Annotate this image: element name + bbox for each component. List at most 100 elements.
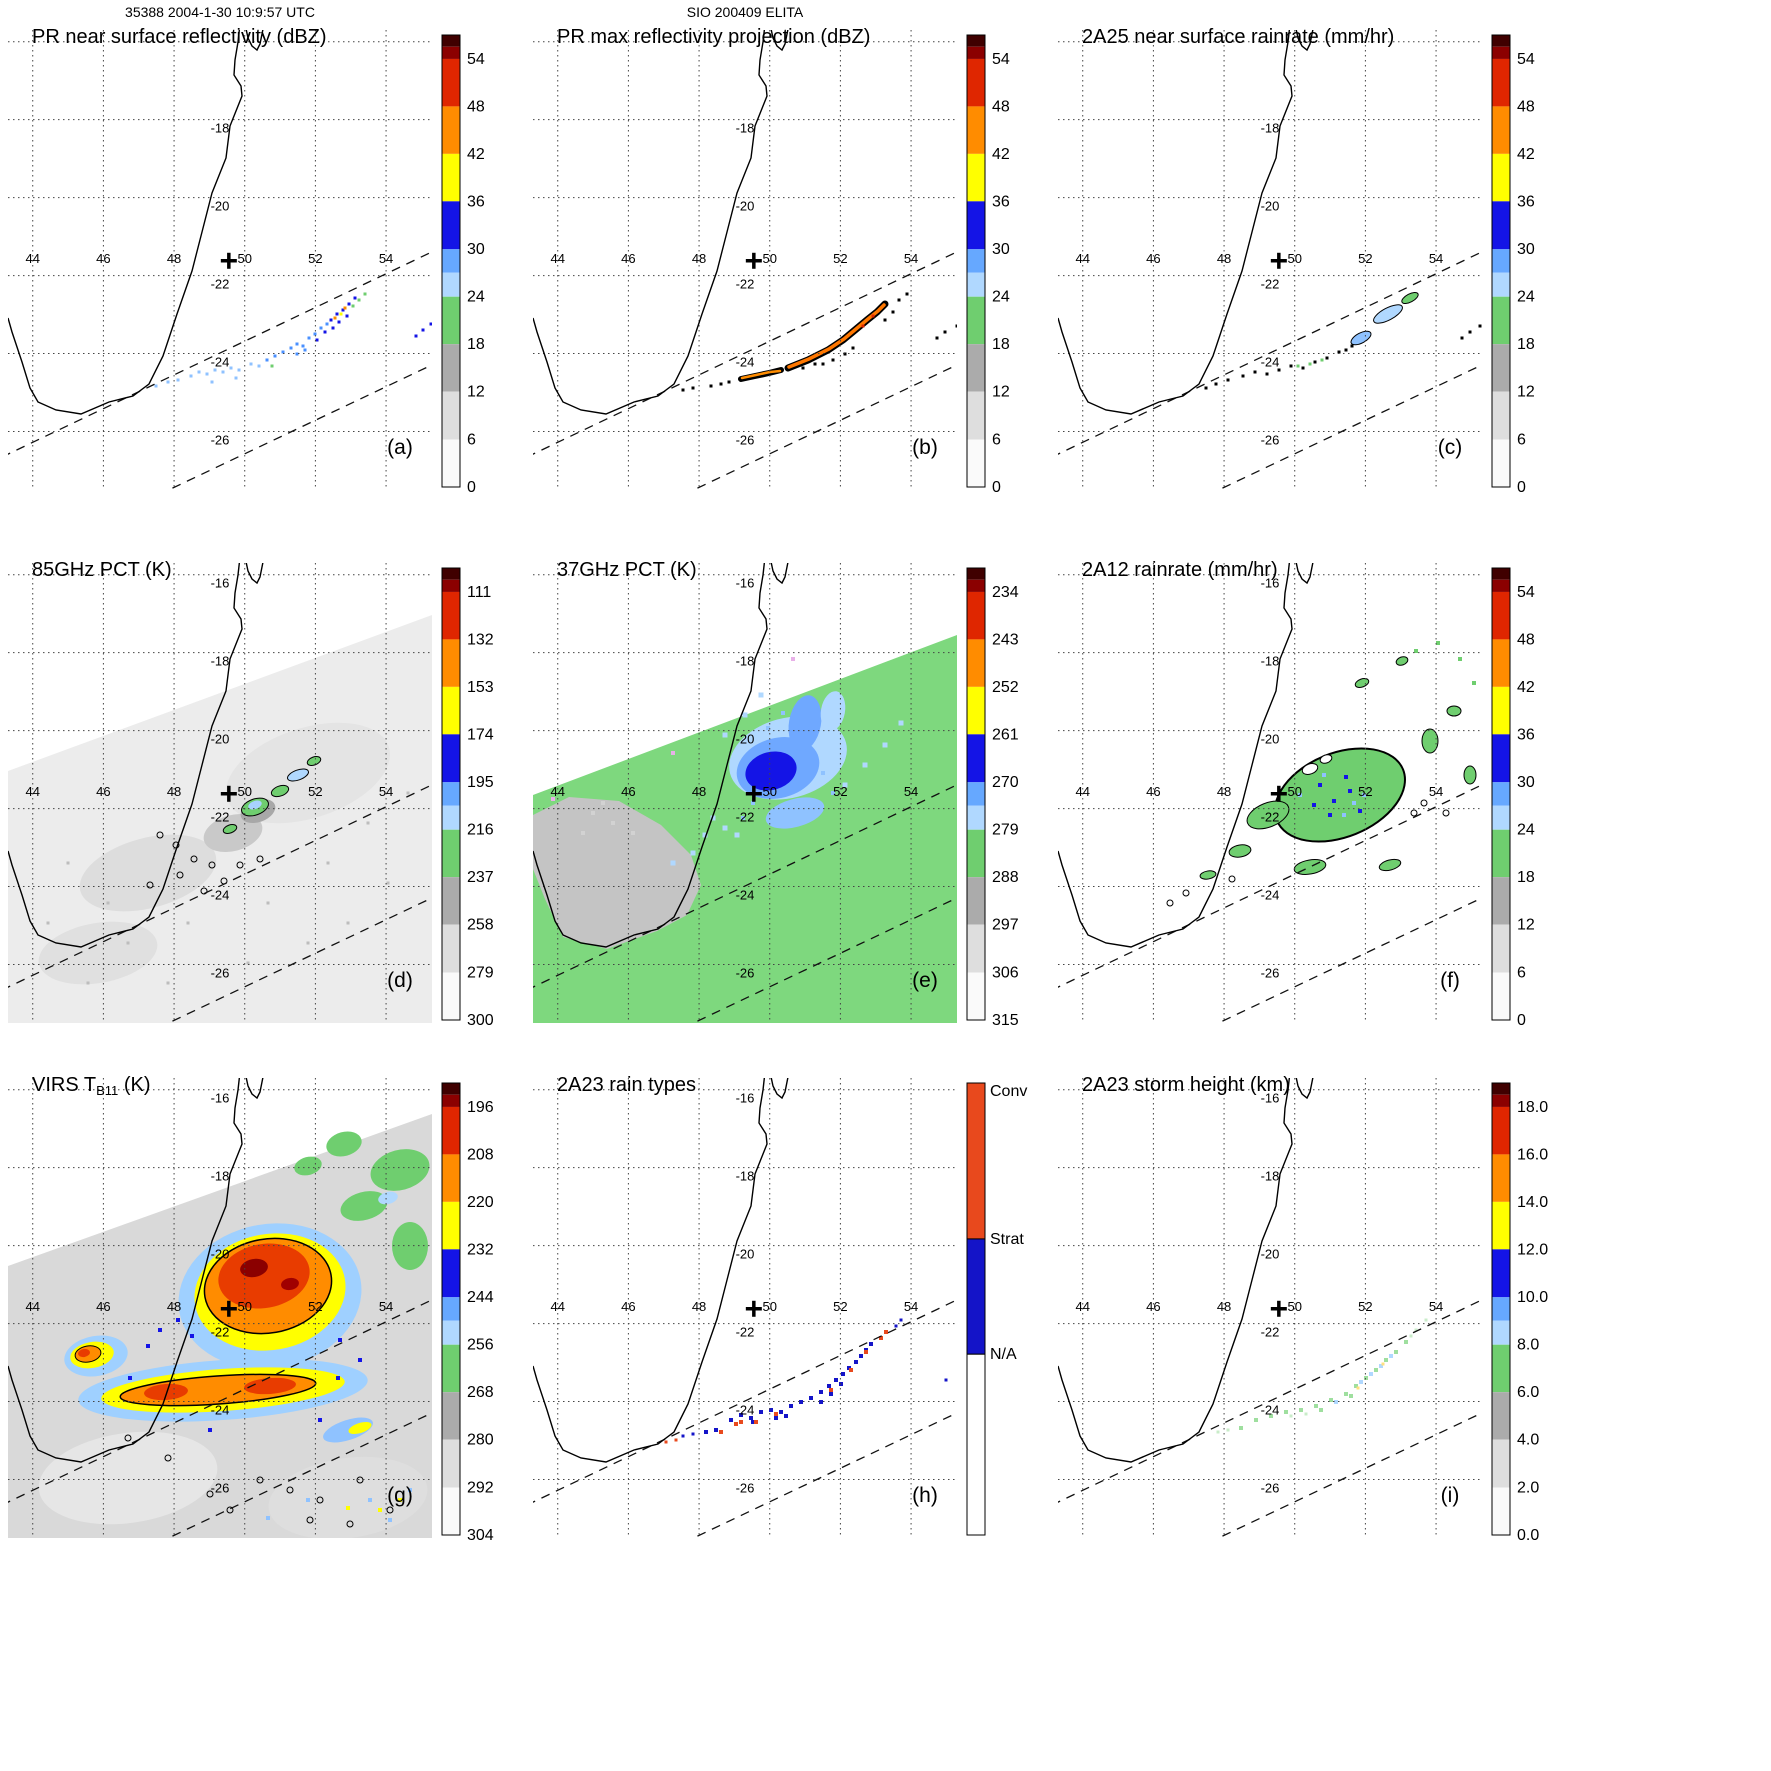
- lon-label: 48: [167, 1299, 181, 1314]
- colorbar: 54 48 42 36 30 24 18 12 6 0: [1491, 567, 1535, 1029]
- panel-letter: (h): [912, 1484, 938, 1507]
- madagascar-coastline: [533, 1078, 789, 1463]
- lon-label: 50: [1287, 251, 1301, 266]
- lon-label: 50: [237, 1299, 251, 1314]
- lon-label: 52: [833, 251, 847, 266]
- lat-label: -24: [211, 1403, 230, 1418]
- lat-label: -24: [211, 355, 230, 370]
- lat-label: -24: [736, 888, 755, 903]
- graticule: [533, 563, 957, 1023]
- colorbar-tick-label: 6: [467, 432, 476, 449]
- colorbar-category-label: Strat: [990, 1231, 1024, 1248]
- lon-label: 44: [1075, 1299, 1089, 1314]
- lon-label: 54: [1429, 1299, 1443, 1314]
- lat-label: -20: [211, 199, 230, 214]
- swath-boundary-lines: [533, 251, 957, 490]
- colorbar-tick-label: 24: [992, 289, 1010, 306]
- swath-boundary-lines: [533, 1299, 957, 1538]
- panel-letter: (i): [1441, 1484, 1460, 1507]
- lon-label: 46: [621, 251, 635, 266]
- lon-label: 52: [308, 251, 322, 266]
- data-overlay: [681, 292, 957, 392]
- colorbar-tick-label: 24: [1517, 289, 1535, 306]
- lat-label: -16: [211, 1091, 230, 1106]
- data-overlay: [1216, 1318, 1428, 1434]
- lon-label: 48: [1217, 1299, 1231, 1314]
- colorbar-tick-label: 292: [467, 1480, 494, 1497]
- storm-center-marker: [1270, 785, 1287, 802]
- colorbar-tick-label: 220: [467, 1194, 494, 1211]
- madagascar-coastline: [8, 1078, 264, 1463]
- lat-label: -18: [1261, 121, 1280, 136]
- swath-boundary-lines: [1058, 784, 1482, 1023]
- graticule: [8, 30, 432, 490]
- lon-label: 48: [692, 251, 706, 266]
- lon-label: 44: [25, 251, 39, 266]
- lon-label: 44: [1075, 251, 1089, 266]
- lon-label: 48: [167, 784, 181, 799]
- madagascar-coastline: [1058, 563, 1314, 948]
- panel-c: 44 46 48 50 52 54 -18 -20 -22 -24 -26 2A25 near sur…: [1058, 26, 1535, 496]
- panel-title: 2A23 storm height (km): [1082, 1074, 1290, 1096]
- data-overlay: [533, 635, 957, 1023]
- madagascar-coastline: [1058, 30, 1314, 415]
- colorbar-tick-label: 18: [1517, 336, 1535, 353]
- lon-label: 50: [237, 784, 251, 799]
- lat-label: -24: [1261, 888, 1280, 903]
- colorbar-tick-label: 268: [467, 1384, 494, 1401]
- colorbar-tick-label: 36: [1517, 726, 1535, 743]
- lat-label: -20: [211, 732, 230, 747]
- lon-label: 54: [379, 251, 393, 266]
- colorbar-tick-label: 256: [467, 1337, 494, 1354]
- madagascar-coastline: [1058, 1078, 1314, 1463]
- lon-label: 54: [1429, 784, 1443, 799]
- lon-label: 46: [96, 784, 110, 799]
- madagascar-coastline: [8, 30, 264, 415]
- colorbar-tick-label: 36: [467, 193, 485, 210]
- colorbar-tick-label: 0: [992, 479, 1001, 496]
- colorbar-tick-label: 0: [1517, 1012, 1526, 1029]
- colorbar-tick-label: 6: [1517, 432, 1526, 449]
- colorbar-tick-label: 279: [992, 822, 1019, 839]
- colorbar-tick-label: 300: [467, 1012, 494, 1029]
- lon-label: 50: [237, 251, 251, 266]
- colorbar: 54 48 42 36 30 24 18 12 6 0: [1491, 34, 1535, 496]
- graticule: [8, 563, 432, 1023]
- lat-label: -16: [211, 576, 230, 591]
- lat-label: -16: [736, 1091, 755, 1106]
- lat-label: -18: [211, 121, 230, 136]
- lat-label: -22: [736, 277, 755, 292]
- colorbar-tick-label: 4.0: [1517, 1432, 1539, 1449]
- lon-label: 48: [692, 1299, 706, 1314]
- graticule: [8, 1078, 432, 1538]
- colorbar-tick-label: 195: [467, 774, 494, 791]
- lon-label: 50: [1287, 1299, 1301, 1314]
- panel-e: 44 46 48 50 52 54 -16 -18 -20 -22 -24 -26 37GHz PCT …: [533, 559, 1019, 1029]
- lon-label: 46: [1146, 251, 1160, 266]
- data-overlay: [8, 615, 432, 1023]
- madagascar-coastline: [533, 30, 789, 415]
- swath-boundary-lines: [8, 1299, 432, 1538]
- lat-label: -26: [211, 433, 230, 448]
- colorbar-tick-label: 232: [467, 1241, 494, 1258]
- lat-label: -22: [736, 1325, 755, 1340]
- swath-boundary-lines: [8, 251, 432, 490]
- panel-title: PR max reflectivity projection (dBZ): [557, 26, 870, 48]
- data-overlay: [1166, 641, 1477, 907]
- madagascar-coastline: [8, 563, 264, 948]
- colorbar: 18.0 16.0 14.0 12.0 10.0 8.0 6.0 4.0 2.0 0.0: [1491, 1082, 1548, 1544]
- colorbar-tick-label: 18: [1517, 869, 1535, 886]
- colorbar-tick-label: 42: [467, 146, 485, 163]
- lat-label: -18: [211, 1169, 230, 1184]
- lat-label: -20: [211, 1247, 230, 1262]
- lon-label: 48: [167, 251, 181, 266]
- lon-label: 44: [550, 784, 564, 799]
- colorbar-tick-label: 132: [467, 631, 494, 648]
- lon-label: 52: [1358, 1299, 1372, 1314]
- panel-letter: (b): [912, 436, 938, 459]
- colorbar-tick-label: 12: [1517, 384, 1535, 401]
- panel-a: 44 46 48 50 52 54 -18 -20 -22 -24 -26 PR near surfa…: [8, 26, 485, 496]
- colorbar-tick-label: 12.0: [1517, 1241, 1548, 1258]
- lon-label: 52: [308, 784, 322, 799]
- colorbar-tick-label: 48: [1517, 98, 1535, 115]
